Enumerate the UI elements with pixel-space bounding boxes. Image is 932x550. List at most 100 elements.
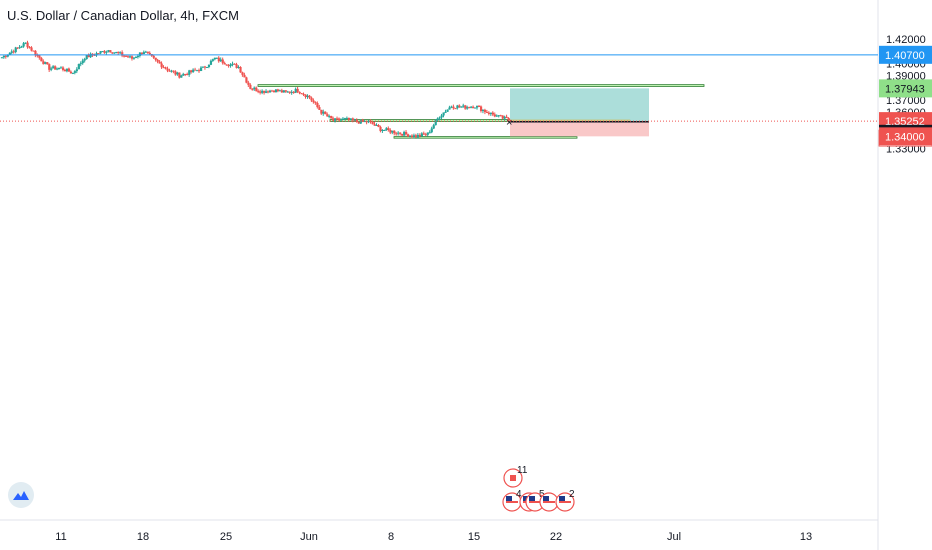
entry-cross-marker: ×	[506, 117, 512, 129]
candle-body	[466, 107, 469, 109]
candle-body	[81, 60, 84, 64]
candle-body	[18, 47, 21, 49]
candle-body	[99, 51, 102, 54]
x-tick-label: 15	[468, 531, 480, 543]
candle-body	[217, 57, 220, 62]
candle-body	[460, 106, 463, 108]
x-tick-label: Jul	[667, 531, 681, 543]
candle-body	[164, 67, 167, 69]
candle-body	[272, 90, 276, 93]
candle-body	[407, 134, 410, 137]
candle-body	[243, 74, 246, 78]
event-us-5[interactable]: 2	[555, 489, 575, 512]
tradingview-logo[interactable]	[8, 482, 34, 508]
x-tick-label: 8	[388, 531, 394, 543]
candle-body	[452, 106, 455, 109]
candle-body	[499, 115, 502, 117]
candle-body	[470, 106, 473, 108]
supply-demand-zone[interactable]	[393, 136, 578, 139]
candle-body	[4, 55, 7, 57]
candle-body	[267, 91, 270, 93]
candle-body	[160, 63, 163, 68]
candle-body	[213, 57, 216, 60]
candle-body	[357, 122, 360, 124]
candle-body	[170, 70, 173, 72]
event-us-4[interactable]	[539, 492, 559, 512]
candle-body	[190, 70, 193, 73]
candle-body	[408, 135, 412, 137]
candle-body	[2, 55, 6, 58]
event-count: 4	[516, 489, 522, 500]
cloud-icon	[13, 491, 29, 500]
candle-body	[32, 50, 35, 52]
candle-body	[117, 52, 120, 54]
candle-body	[477, 105, 481, 107]
candle-body	[111, 52, 114, 54]
candle-body	[205, 66, 209, 68]
candle-body	[395, 133, 398, 135]
position-zone-overlap	[510, 119, 630, 122]
stop-price-badge-bg	[879, 127, 932, 146]
candle-body	[203, 66, 207, 68]
candle-body	[63, 69, 67, 72]
candle-body	[450, 106, 453, 108]
candle-body	[85, 54, 88, 60]
position-loss-zone[interactable]	[510, 121, 649, 137]
candle-body	[119, 52, 122, 54]
candle-body	[235, 64, 238, 68]
candle-body	[302, 93, 305, 95]
stop-price-badge: 1.34000	[885, 131, 925, 143]
candle-body	[418, 134, 422, 137]
candle-body	[233, 63, 236, 65]
candle-body	[56, 68, 59, 70]
candle-body	[324, 111, 327, 115]
candle-body	[249, 84, 252, 89]
candle-body	[60, 67, 63, 69]
candle-body	[391, 130, 394, 133]
candle-body	[194, 69, 197, 71]
us-stripe-icon	[506, 501, 518, 503]
candle-body	[8, 52, 11, 55]
candle-body	[26, 42, 29, 48]
candle-body	[95, 53, 98, 56]
candle-body	[12, 51, 15, 53]
candle-body	[336, 118, 339, 120]
candle-body	[343, 118, 347, 120]
candle-body	[52, 66, 55, 69]
us-canton-icon	[506, 496, 512, 501]
event-ca[interactable]: 11	[503, 465, 528, 488]
candle-body	[71, 72, 75, 74]
candle-body	[198, 70, 201, 72]
candle-body	[30, 47, 33, 51]
resistance-price-badge: 1.40700	[885, 50, 925, 62]
supply-demand-zone[interactable]	[257, 84, 705, 87]
candle-body	[393, 130, 396, 134]
candle-body	[223, 63, 226, 65]
candle-body	[152, 55, 155, 58]
candle-body	[280, 90, 284, 93]
position-profit-zone[interactable]	[510, 88, 649, 122]
event-us-1[interactable]: 4	[502, 489, 522, 512]
candle-body	[347, 117, 351, 120]
candle-body	[456, 105, 459, 109]
candle-body	[363, 121, 366, 123]
candle-body	[367, 120, 370, 123]
candle-body	[182, 73, 185, 76]
candle-body	[353, 119, 356, 121]
candle-body	[109, 50, 112, 53]
candle-body	[263, 90, 266, 93]
candle-body	[34, 50, 37, 56]
us-stripe-icon	[543, 501, 555, 503]
candle-body	[123, 55, 126, 57]
event-count: 2	[569, 489, 575, 500]
target-price-badge: 1.37943	[885, 83, 925, 95]
candle-body	[148, 52, 151, 55]
candle-body	[113, 52, 116, 54]
candle-body	[389, 130, 392, 133]
us-canton-icon	[523, 496, 529, 501]
candle-body	[79, 63, 82, 65]
event-us-3[interactable]: 5	[525, 489, 545, 512]
candle-body	[424, 134, 427, 136]
candle-body	[38, 55, 41, 58]
